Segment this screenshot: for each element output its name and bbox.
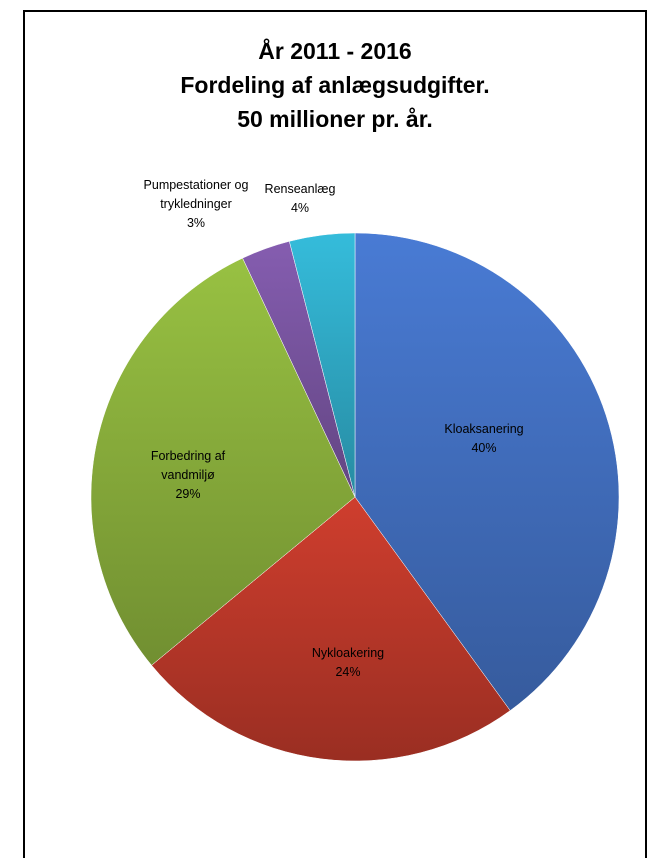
slice-name-line: trykledninger	[160, 197, 232, 211]
slice-percentage: 4%	[291, 201, 309, 215]
slice-percentage: 3%	[187, 216, 205, 230]
pie-slice-kloaksanering	[354, 232, 620, 711]
slice-name-line: Kloaksanering	[444, 422, 523, 436]
slice-name-line: Pumpestationer og	[144, 178, 249, 192]
chart-title-line-2: Fordeling af anlægsudgifter.	[180, 72, 490, 98]
slice-label-nykloakering: Nykloakering 24%	[312, 646, 384, 679]
slice-percentage: 29%	[175, 487, 200, 501]
pie-slice-forbedring-af-vandmilj	[90, 257, 356, 666]
chart-title-line-1: År 2011 - 2016	[258, 38, 412, 64]
chart-title: År 2011 - 2016 Fordeling af anlægsudgift…	[25, 34, 645, 136]
slice-name-line: Forbedring af	[151, 449, 226, 463]
slice-label-renseanl-g: Renseanlæg 4%	[265, 182, 336, 215]
pie-slice-renseanl-g	[289, 232, 356, 498]
pie-slice-nykloakering	[151, 496, 511, 762]
slice-label-pumpestationer-og-trykledninger: Pumpestationer og trykledninger 3%	[144, 178, 249, 230]
chart-title-line-3: 50 millioner pr. år.	[237, 106, 433, 132]
slice-label-kloaksanering: Kloaksanering 40%	[444, 422, 523, 455]
slice-name-line: Nykloakering	[312, 646, 384, 660]
slice-name-line: Renseanlæg	[265, 182, 336, 196]
slice-percentage: 24%	[335, 665, 360, 679]
slice-percentage: 40%	[471, 441, 496, 455]
slice-label-forbedring-af-vandmilj: Forbedring af vandmiljø 29%	[151, 449, 226, 501]
slice-name-line: vandmiljø	[161, 468, 215, 482]
